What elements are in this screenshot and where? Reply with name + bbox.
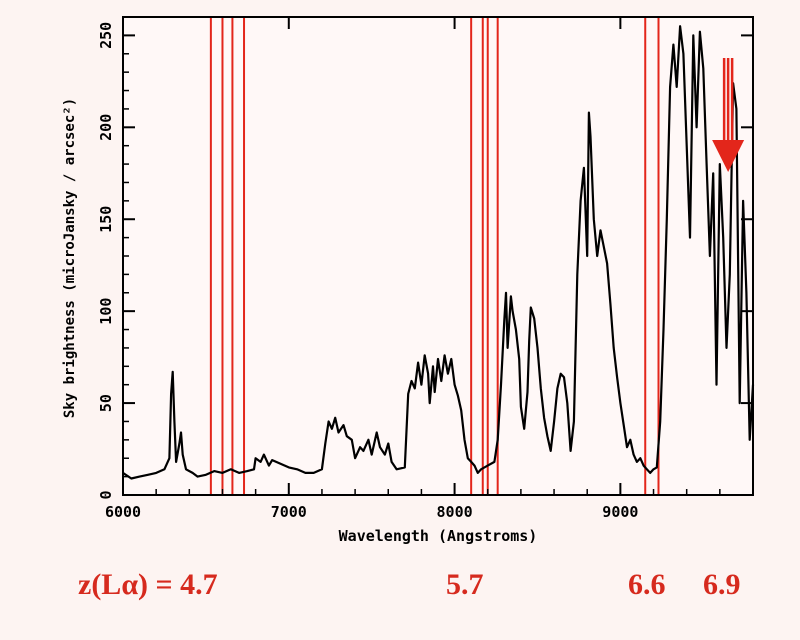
series-line-0 [122,25,755,480]
arrow-head [712,140,745,172]
y-tick-label-100: 100 [97,298,115,325]
marker-lines [209,17,660,495]
redshift-label-4-7: z(Lα) = 4.7 [78,568,218,601]
redshift-label-6-6: 6.6 [628,568,666,601]
arrow-marker [712,58,745,172]
redshift-label-5-7: 5.7 [446,568,484,601]
y-tick-label-0: 0 [97,490,115,499]
x-tick-label-7000: 7000 [271,503,307,521]
y-tick-label-250: 250 [97,22,115,49]
y-tick-label-200: 200 [97,114,115,141]
x-tick-label-6000: 6000 [105,503,141,521]
series-group [122,25,755,480]
x-tick-label-8000: 8000 [437,503,473,521]
x-axis-label: Wavelength (Angstroms) [339,527,538,545]
x-tick-label-9000: 9000 [602,503,638,521]
y-tick-label-150: 150 [97,206,115,233]
axis-ticks: 6000 7000 8000 9000 0 50 100 150 200 250 [97,17,753,521]
y-axis-label: Sky brightness (microJansky / arcsec²) [62,98,78,418]
redshift-label-6-9: 6.9 [703,568,741,601]
y-tick-label-50: 50 [97,394,115,412]
plot-background [123,17,753,495]
